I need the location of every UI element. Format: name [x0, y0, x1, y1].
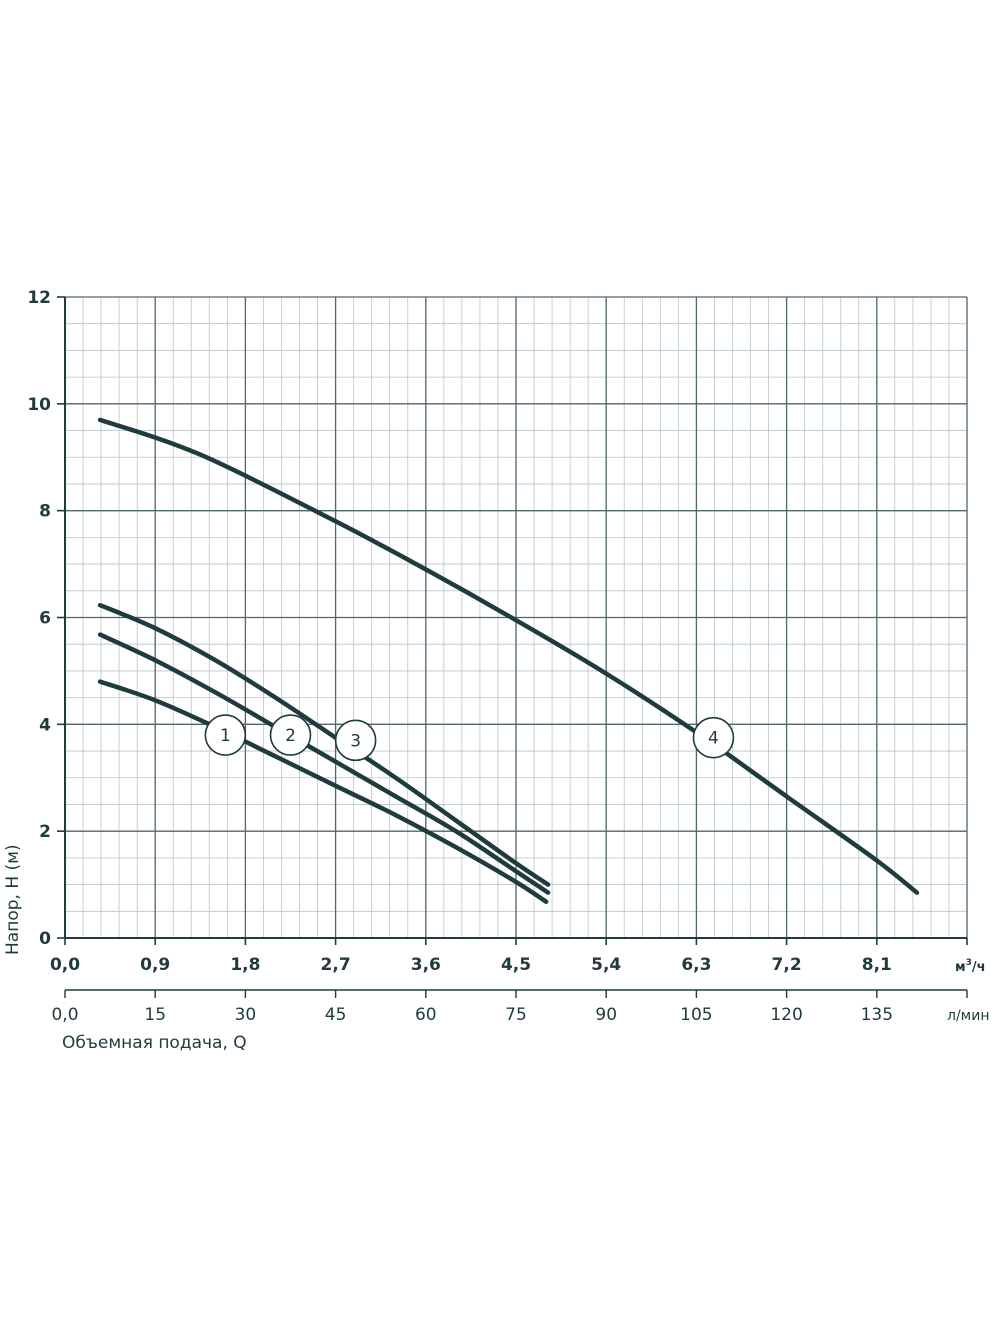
y-tick-labels: 0 2 4 6 8 10 12	[27, 288, 51, 949]
x-unit-m3h-sup: 3	[966, 958, 972, 968]
x-tick-label-lmin: 30	[235, 1005, 257, 1025]
x-tick-label-m3h: 4,5	[501, 955, 531, 975]
series-line-2	[97, 632, 551, 895]
x-tick-label-lmin: 45	[325, 1005, 347, 1025]
x-tick-labels-lmin: 0,0 15 30 45 60 75 90 105 120 135	[51, 1005, 893, 1025]
series-label-circle-3	[334, 719, 377, 762]
x-tick-label-m3h: 5,4	[591, 955, 621, 975]
x-tick-labels-m3h: 0,0 0,9 1,8 2,7 3,6 4,5 5,4 6,3 7,2 8,1	[50, 955, 892, 975]
series-label-circle-2	[269, 714, 312, 756]
x-axis-title: Объемная подача, Q	[62, 1033, 247, 1053]
y-tick-label: 4	[39, 715, 51, 735]
x-unit-m3h-tail: /ч	[972, 960, 986, 975]
series-line-3	[97, 602, 551, 887]
x-tick-label-m3h: 7,2	[772, 955, 802, 975]
curve-labels: 1 2 3 4	[204, 714, 735, 762]
y-tick-label: 0	[39, 929, 51, 949]
series-line-1	[97, 679, 549, 904]
series-label-3: 3	[350, 731, 361, 751]
major-gridlines	[64, 296, 968, 939]
x-tick-label-m3h: 1,8	[230, 955, 260, 975]
y-tick-label: 2	[39, 822, 51, 842]
x-tick-label-lmin: 120	[770, 1005, 802, 1025]
series-curves	[97, 417, 920, 904]
x-tick-label-lmin: 15	[144, 1005, 166, 1025]
y-tick-label: 10	[27, 395, 51, 415]
y-axis-title: Напор, H (м)	[3, 844, 23, 955]
series-label-circle-4	[692, 716, 735, 759]
x-tick-label-lmin: 0,0	[51, 1005, 78, 1025]
y-tick-label: 6	[39, 609, 51, 629]
x-tick-label-m3h: 6,3	[681, 955, 711, 975]
series-line-4	[97, 417, 920, 895]
x-tick-label-lmin: 60	[415, 1005, 437, 1025]
series-label-4: 4	[708, 729, 719, 749]
x-tick-label-lmin: 135	[861, 1005, 893, 1025]
x-unit-lmin: л/мин	[947, 1008, 989, 1024]
x-tick-label-lmin: 75	[505, 1005, 527, 1025]
x-tick-label-m3h: 3,6	[411, 955, 441, 975]
series-label-1: 1	[220, 726, 231, 746]
axes	[57, 296, 968, 998]
x-tick-label-lmin: 90	[595, 1005, 617, 1025]
x-tick-label-lmin: 105	[680, 1005, 712, 1025]
x-unit-m3h: м3/ч	[955, 958, 986, 975]
y-tick-label: 8	[39, 502, 51, 522]
series-label-2: 2	[285, 726, 296, 746]
x-tick-label-m3h: 2,7	[321, 955, 351, 975]
x-tick-label-m3h: 0,0	[50, 955, 80, 975]
y-tick-label: 12	[27, 288, 51, 308]
x-tick-label-m3h: 0,9	[140, 955, 170, 975]
x-unit-m3h-base: м	[955, 960, 966, 975]
series-label-circle-1	[204, 714, 247, 756]
x-tick-label-m3h: 8,1	[862, 955, 892, 975]
